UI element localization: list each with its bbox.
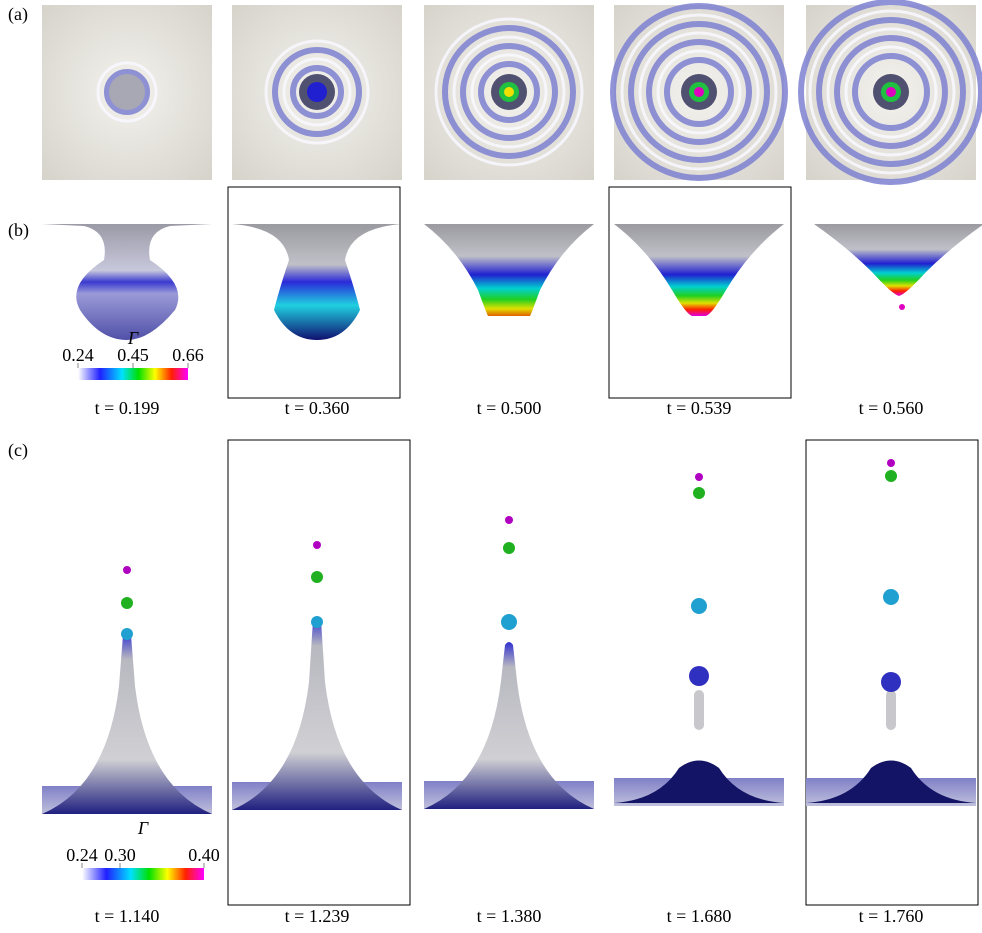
colorbar-tick-label: 0.24 — [66, 845, 98, 865]
interface — [614, 224, 784, 316]
interface — [42, 224, 212, 340]
colorbar-tick-label: 0.45 — [117, 345, 149, 365]
colorbar — [78, 368, 188, 380]
core — [504, 87, 514, 97]
colorbar-tick-label: 0.40 — [188, 845, 220, 865]
time-caption: t = 0.360 — [285, 398, 350, 418]
drop — [503, 542, 515, 554]
drop — [695, 473, 703, 481]
drop — [121, 628, 133, 640]
core — [109, 74, 145, 110]
ligament — [886, 690, 896, 730]
colorbar-symbol: Γ — [137, 818, 149, 838]
drop — [311, 571, 323, 583]
drop — [885, 470, 897, 482]
drop — [899, 304, 905, 310]
colorbar-tick-label: 0.24 — [62, 345, 94, 365]
core — [694, 87, 704, 97]
interface — [232, 224, 402, 340]
drop — [121, 597, 133, 609]
colorbar-tick-label: 0.30 — [104, 845, 136, 865]
drop — [883, 589, 899, 605]
time-caption: t = 1.239 — [285, 906, 350, 926]
jet — [232, 617, 402, 810]
drop — [887, 459, 895, 467]
drop — [311, 616, 323, 628]
colorbar-tick-label: 0.66 — [172, 345, 204, 365]
drop — [313, 541, 321, 549]
colorbar — [82, 868, 204, 880]
drop — [689, 666, 709, 686]
interface — [814, 224, 982, 296]
panel-label: (c) — [8, 440, 28, 461]
figure: (a) (b) (c) Γ0.240.450.66Γ0.240.300.40t … — [0, 0, 982, 933]
drop — [501, 614, 517, 630]
time-caption: t = 1.380 — [477, 906, 542, 926]
panel-label: (b) — [8, 220, 29, 241]
drop — [693, 487, 705, 499]
core — [886, 87, 896, 97]
interface — [424, 224, 594, 316]
time-caption: t = 0.199 — [95, 398, 160, 418]
core — [307, 82, 327, 102]
time-caption: t = 0.500 — [477, 398, 542, 418]
time-caption: t = 1.680 — [667, 906, 732, 926]
drop — [881, 672, 901, 692]
drop — [123, 566, 131, 574]
drop — [691, 598, 707, 614]
drop — [505, 516, 513, 524]
time-caption: t = 0.539 — [667, 398, 732, 418]
ligament — [694, 690, 704, 730]
time-caption: t = 1.760 — [859, 906, 924, 926]
time-caption: t = 0.560 — [859, 398, 924, 418]
time-caption: t = 1.140 — [95, 906, 160, 926]
panel-label: (a) — [8, 4, 28, 25]
